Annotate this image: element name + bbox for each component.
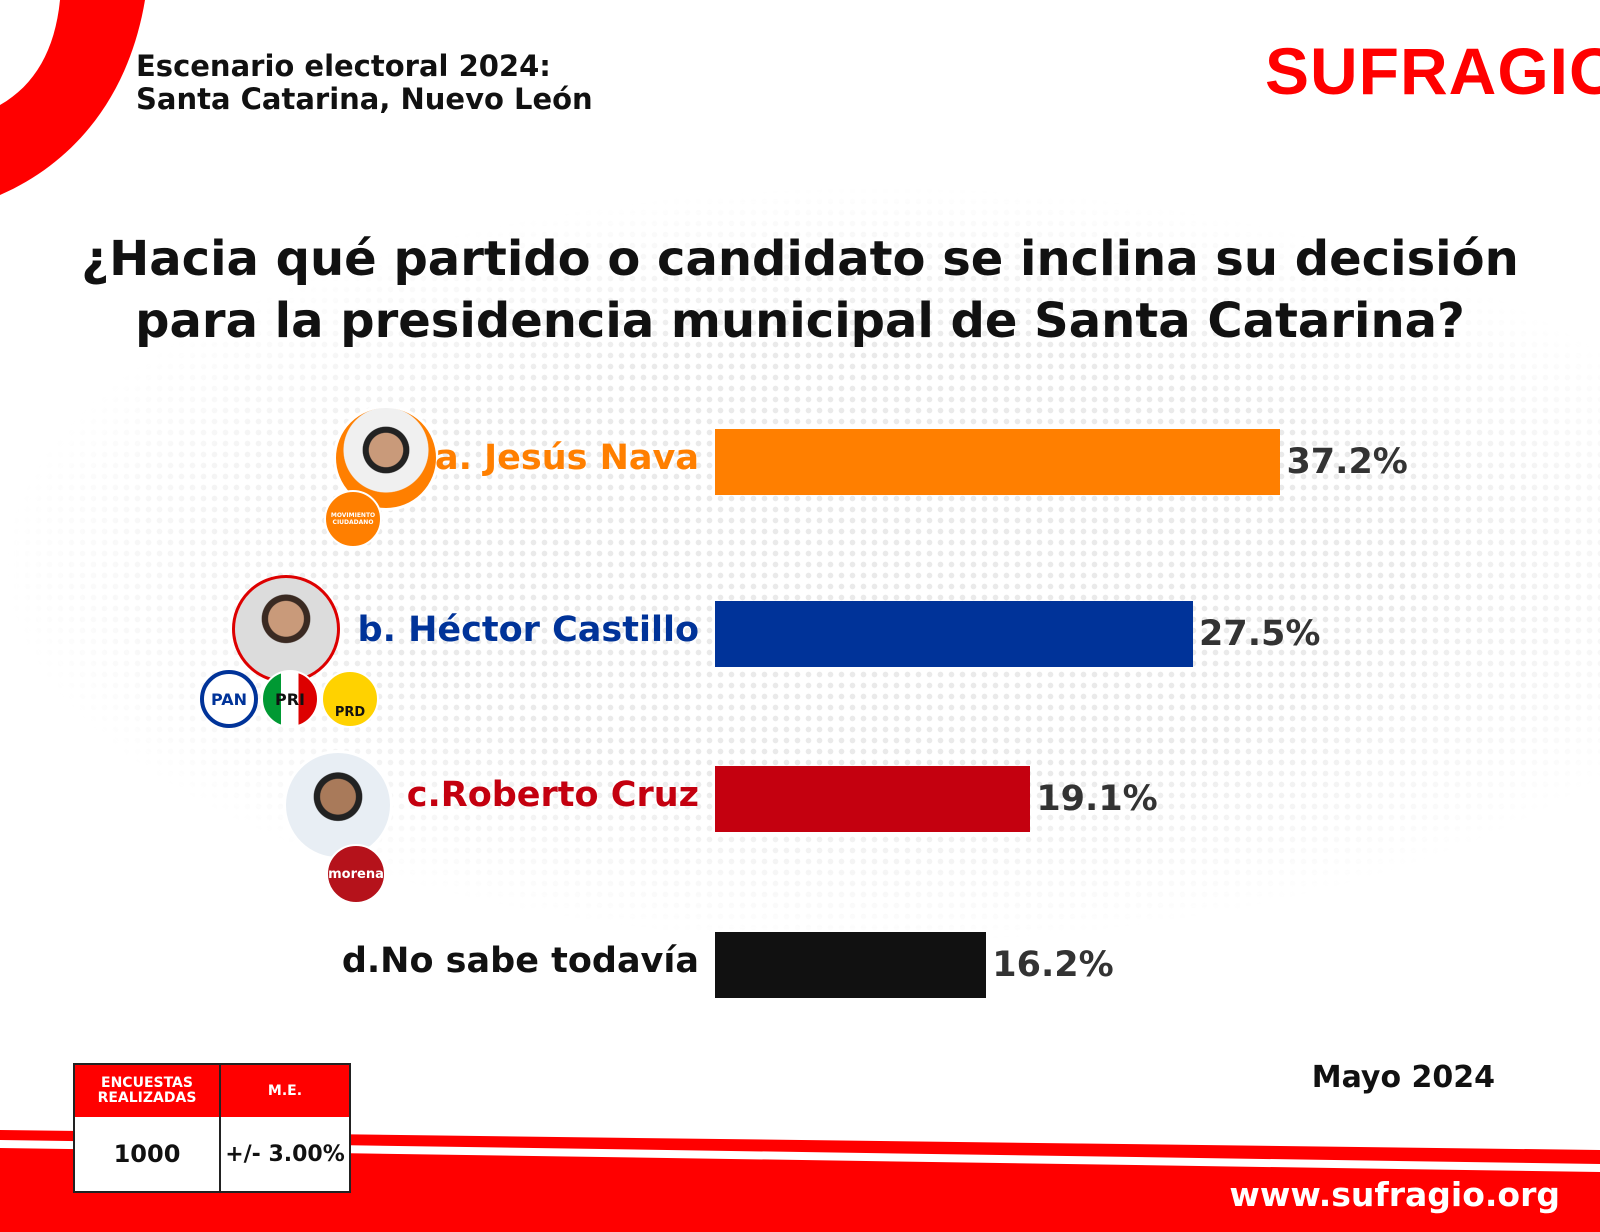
value-label: 37.2% <box>1286 442 1408 482</box>
bar-label: b. Héctor Castillo <box>357 610 699 650</box>
value-label: 27.5% <box>1199 614 1321 654</box>
bar <box>715 429 1281 495</box>
bar-label: a. Jesús Nava <box>435 438 699 478</box>
candidate-photo-castillo <box>232 575 340 683</box>
header-line1: Escenario electoral 2024: <box>136 49 551 83</box>
title-line2: para la presidencia municipal de Santa C… <box>135 293 1465 349</box>
morena-party-badge: morena <box>326 844 386 904</box>
title-line1: ¿Hacia qué partido o candidato se inclin… <box>81 231 1519 287</box>
website-url: www.sufragio.org <box>1229 1175 1560 1214</box>
bar <box>715 932 987 998</box>
header-encuestas: ENCUESTAS REALIZADAS <box>75 1065 219 1117</box>
value-label: 16.2% <box>992 945 1114 985</box>
bar <box>715 601 1193 667</box>
survey-date: Mayo 2024 <box>1311 1060 1495 1095</box>
bar-label: c.Roberto Cruz <box>406 775 699 815</box>
bar <box>715 766 1031 832</box>
candidate-photo-cruz <box>283 750 393 860</box>
header-me: M.E. <box>219 1065 349 1117</box>
value-label: 19.1% <box>1036 779 1158 819</box>
encuestas-value: 1000 <box>113 1140 181 1168</box>
header: Escenario electoral 2024: Santa Catarina… <box>136 50 593 116</box>
pri-party-badge: PRI <box>261 670 319 728</box>
header-line2: Santa Catarina, Nuevo León <box>136 82 593 116</box>
survey-info-table: ENCUESTAS REALIZADAS M.E. 1000 +/- 3.00% <box>73 1063 351 1193</box>
corner-decoration <box>0 0 145 195</box>
bar-label: d.No sabe todavía <box>341 941 699 981</box>
sufragio-logo: SUFRAGIO <box>1265 34 1600 108</box>
pan-party-badge: PAN <box>200 670 258 728</box>
me-value: +/- 3.00% <box>219 1117 349 1191</box>
prd-party-badge: PRD <box>321 670 379 728</box>
chart-title: ¿Hacia qué partido o candidato se inclin… <box>0 228 1600 352</box>
mc-party-badge: MOVIMIENTO CIUDADANO <box>324 490 382 548</box>
